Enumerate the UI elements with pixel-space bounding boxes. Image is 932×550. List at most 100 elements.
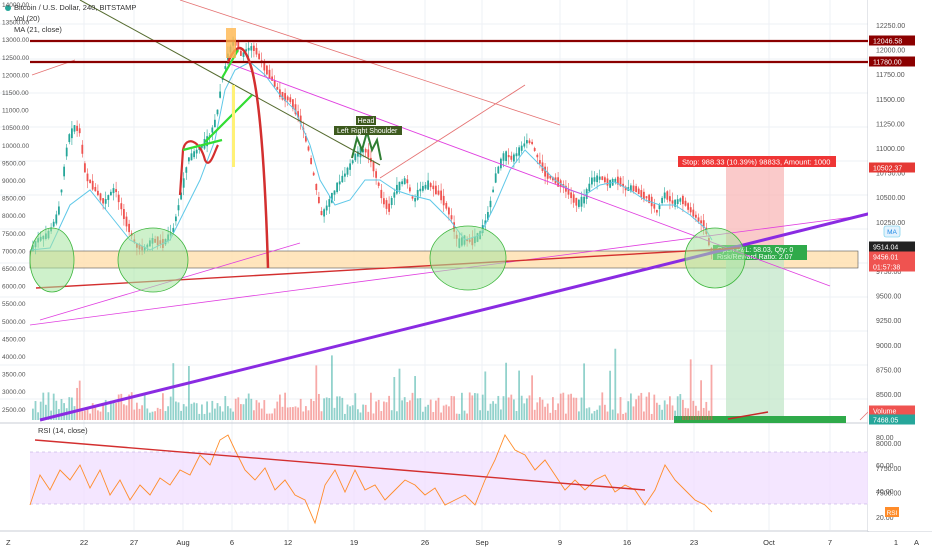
candle-body bbox=[78, 128, 81, 134]
candle-body bbox=[422, 185, 424, 191]
volume-bar bbox=[606, 411, 609, 420]
time-axis-panel[interactable] bbox=[0, 532, 932, 550]
price-label-tag bbox=[869, 241, 915, 252]
candle-body bbox=[65, 147, 68, 157]
volume-bar bbox=[554, 410, 557, 420]
volume-bar bbox=[624, 412, 627, 420]
candle-body bbox=[367, 149, 370, 158]
support-circle-3[interactable] bbox=[429, 225, 507, 291]
volume-bar bbox=[253, 410, 255, 420]
candle-body bbox=[115, 189, 117, 193]
candle-body bbox=[695, 214, 697, 218]
ma-badge-box[interactable] bbox=[883, 225, 901, 238]
left-tick-label: 10000.00 bbox=[2, 143, 29, 150]
volume-bar bbox=[494, 403, 497, 420]
volume-bar bbox=[247, 393, 250, 420]
volume-bar bbox=[424, 406, 427, 420]
candle-body bbox=[180, 192, 182, 200]
volume-bar bbox=[658, 404, 661, 420]
left-tick-label: 5000.00 bbox=[2, 319, 26, 326]
candle-body bbox=[279, 89, 281, 97]
volume-bar bbox=[557, 403, 559, 420]
volume-bar bbox=[76, 387, 78, 420]
price-label-text: Volume bbox=[873, 409, 896, 416]
left-tick-label: 10500.00 bbox=[2, 125, 29, 132]
candle-body bbox=[120, 203, 123, 210]
support-circle-1[interactable] bbox=[29, 227, 75, 293]
candle-body bbox=[99, 193, 102, 201]
price-label-text: 12046.58 bbox=[873, 39, 902, 46]
support-circle-4[interactable] bbox=[684, 227, 746, 289]
price-tick-label: 9250.00 bbox=[876, 318, 901, 325]
time-axis-corner-right[interactable]: A bbox=[914, 538, 919, 547]
volume-bar bbox=[133, 409, 136, 420]
candle-body bbox=[312, 172, 315, 176]
volume-bar bbox=[401, 400, 403, 420]
ma-line[interactable] bbox=[29, 61, 713, 251]
candle-body bbox=[523, 143, 526, 147]
candle-body bbox=[328, 199, 331, 207]
spike-highlight[interactable] bbox=[226, 28, 236, 58]
volume-bar bbox=[177, 402, 180, 420]
price-tick-label: 10500.00 bbox=[876, 195, 905, 202]
cup-curve[interactable] bbox=[178, 140, 219, 196]
neckline-descending[interactable] bbox=[79, 0, 381, 166]
candle-body bbox=[661, 197, 663, 204]
candle-body bbox=[429, 183, 432, 188]
volume-bar bbox=[601, 392, 604, 420]
candle-body bbox=[52, 221, 55, 227]
volume-bar bbox=[520, 395, 523, 420]
candle-body bbox=[364, 149, 367, 153]
volume-bar bbox=[375, 401, 377, 420]
legend-symbol: Bitcoin / U.S. Dollar, 240, BITSTAMP bbox=[14, 3, 136, 12]
price-label-text: 7468.05 bbox=[873, 418, 898, 425]
candle-body bbox=[104, 199, 107, 204]
candle-body bbox=[666, 191, 669, 200]
candle-body bbox=[552, 177, 554, 181]
candle-body bbox=[409, 187, 411, 192]
support-circle-2[interactable] bbox=[117, 227, 189, 293]
volume-bar bbox=[185, 406, 188, 420]
candle-body bbox=[450, 215, 453, 220]
long-term-trendline[interactable] bbox=[39, 196, 932, 422]
candle-body bbox=[692, 209, 695, 217]
time-axis-corner-left[interactable]: Z bbox=[6, 538, 11, 547]
volume-bar bbox=[708, 410, 710, 420]
candle-body bbox=[383, 198, 385, 205]
candle-body bbox=[596, 175, 598, 183]
volume-bar bbox=[416, 398, 419, 420]
projection-line[interactable] bbox=[727, 411, 769, 420]
volume-bar bbox=[143, 394, 146, 420]
rsi-trendline[interactable] bbox=[34, 439, 646, 491]
volume-bar bbox=[50, 410, 52, 420]
green-up-line-2[interactable] bbox=[204, 94, 253, 143]
candle-body bbox=[325, 205, 328, 211]
drop-curve[interactable] bbox=[226, 47, 270, 269]
volume-bar bbox=[141, 405, 143, 420]
candle-body bbox=[656, 209, 658, 213]
volume-bar bbox=[432, 412, 435, 420]
volume-bar bbox=[466, 413, 468, 420]
candle-body bbox=[419, 188, 422, 192]
rsi-tick-label: 40.00 bbox=[876, 489, 894, 496]
left-tick-label: 14000.00 bbox=[2, 2, 29, 9]
volume-bar bbox=[372, 413, 375, 420]
candle-body bbox=[128, 223, 130, 233]
candle-body bbox=[253, 45, 255, 51]
volume-bar bbox=[414, 376, 416, 420]
candle-body bbox=[406, 179, 409, 184]
candle-body bbox=[565, 185, 567, 192]
rsi-band bbox=[30, 452, 868, 504]
breakout-line[interactable] bbox=[379, 84, 526, 179]
head-label-box bbox=[356, 116, 376, 125]
candle-body bbox=[268, 69, 271, 79]
rsi-line[interactable] bbox=[29, 434, 713, 525]
left-tick-label: 9000.00 bbox=[2, 178, 26, 185]
volume-bar bbox=[117, 394, 120, 420]
volume-bar bbox=[357, 409, 359, 420]
left-tick-label: 8000.00 bbox=[2, 213, 26, 220]
candle-body bbox=[536, 154, 539, 158]
green-up-line-1[interactable] bbox=[182, 138, 223, 152]
